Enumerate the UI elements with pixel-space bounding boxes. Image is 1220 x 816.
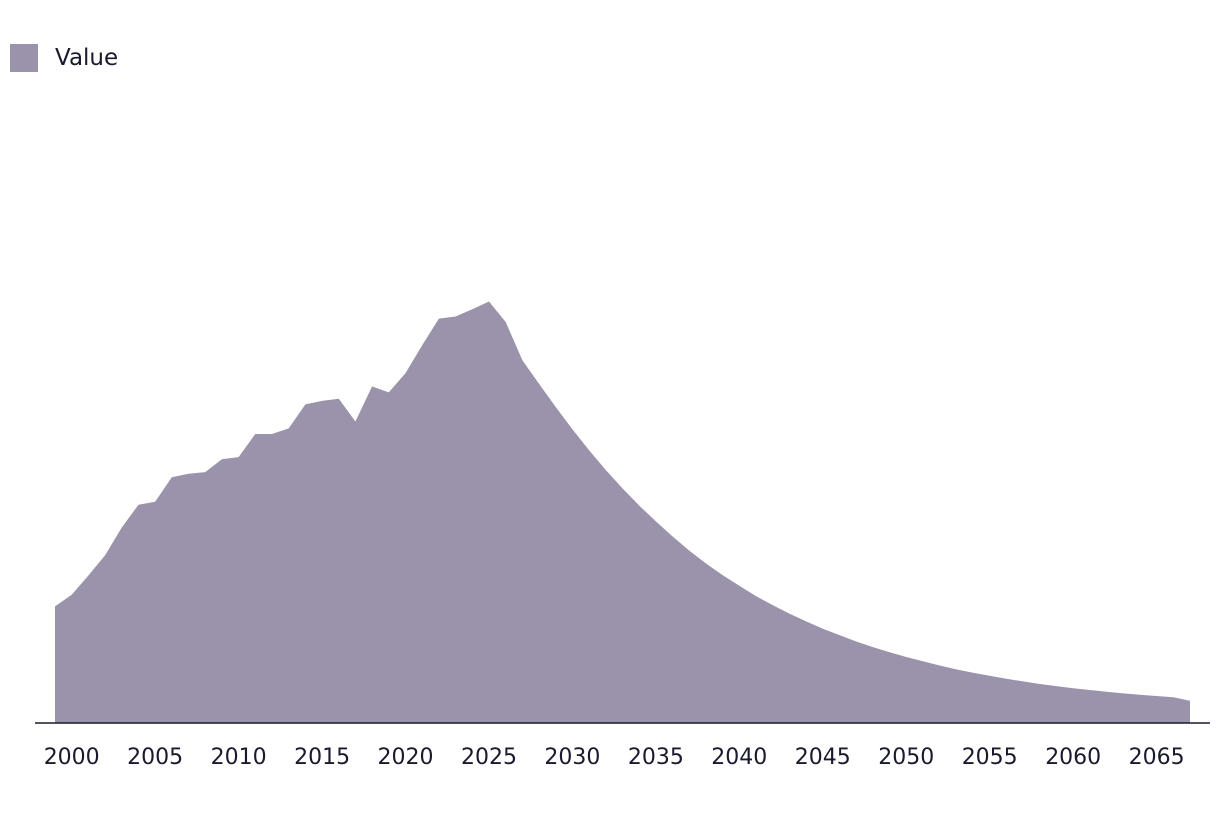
x-tick-label-2025: 2025 xyxy=(461,745,517,770)
legend: Value xyxy=(10,44,118,72)
x-tick-label-2060: 2060 xyxy=(1045,745,1101,770)
legend-label: Value xyxy=(55,45,119,71)
area-series-value xyxy=(55,301,1190,723)
x-tick-label-2010: 2010 xyxy=(211,745,267,770)
x-tick-label-2015: 2015 xyxy=(294,745,350,770)
legend-swatch xyxy=(10,44,38,72)
x-axis-ticks: 2000 2005 2010 2015 2020 2025 2030 2035 2040 2045… xyxy=(44,745,1185,770)
x-tick-label-2030: 2030 xyxy=(544,745,600,770)
series-layer xyxy=(55,301,1190,723)
x-tick-label-2020: 2020 xyxy=(378,745,434,770)
x-tick-label-2035: 2035 xyxy=(628,745,684,770)
x-tick-label-2050: 2050 xyxy=(878,745,934,770)
x-tick-label-2055: 2055 xyxy=(962,745,1018,770)
x-tick-label-2065: 2065 xyxy=(1129,745,1185,770)
x-tick-label-2045: 2045 xyxy=(795,745,851,770)
x-tick-label-2040: 2040 xyxy=(711,745,767,770)
x-tick-label-2000: 2000 xyxy=(44,745,100,770)
x-tick-label-2005: 2005 xyxy=(127,745,183,770)
